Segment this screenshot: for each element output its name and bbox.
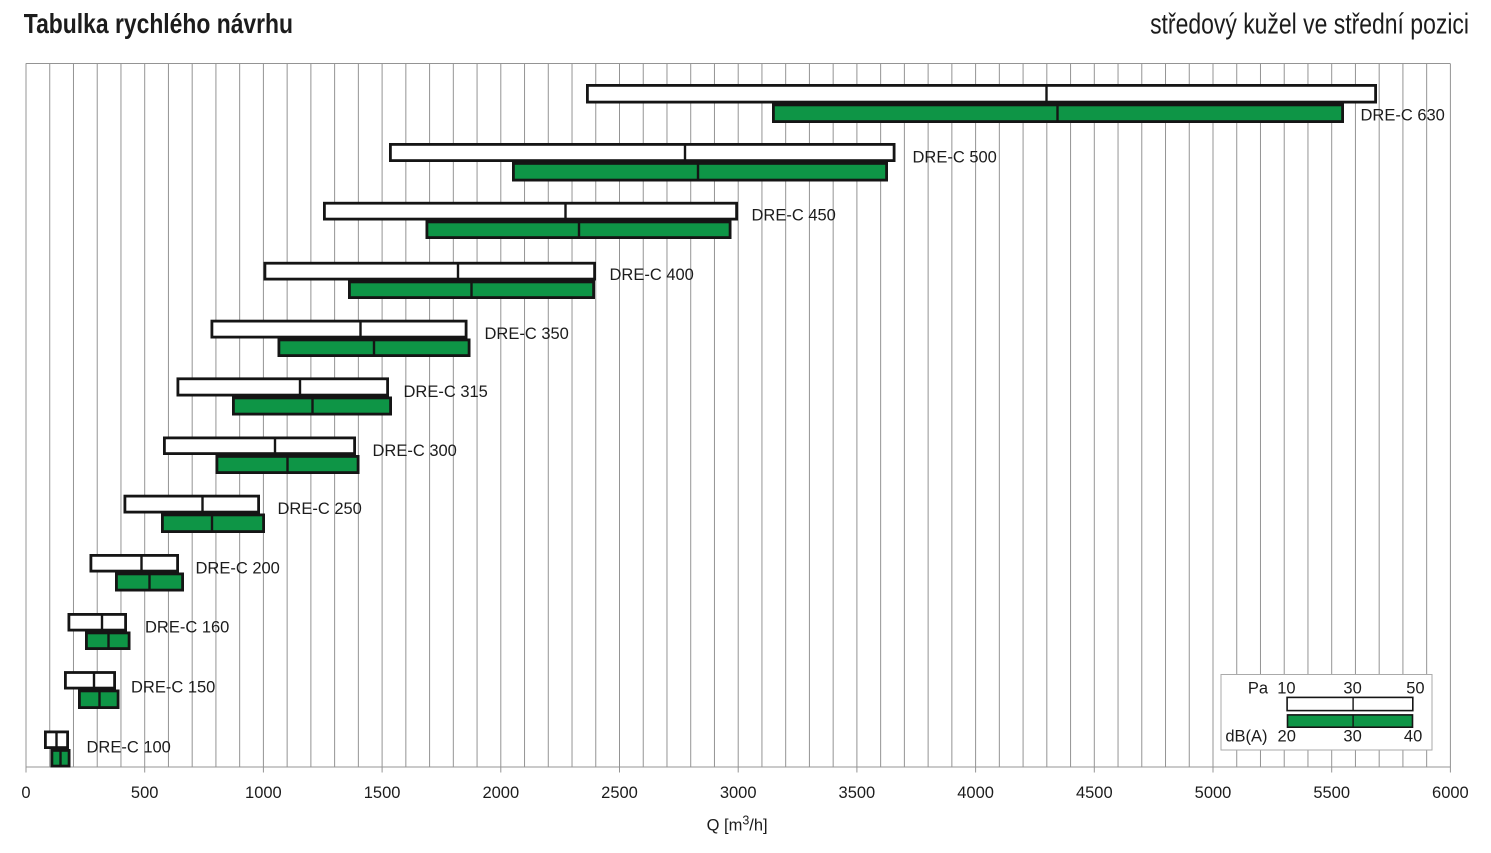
svg-text:20: 20 bbox=[1278, 728, 1296, 746]
svg-text:DRE-C 200: DRE-C 200 bbox=[196, 559, 280, 577]
svg-text:3000: 3000 bbox=[720, 784, 757, 802]
svg-text:1500: 1500 bbox=[364, 784, 401, 802]
svg-text:DRE-C 300: DRE-C 300 bbox=[373, 442, 457, 460]
svg-text:10: 10 bbox=[1277, 680, 1295, 698]
svg-text:DRE-C 150: DRE-C 150 bbox=[131, 679, 215, 697]
svg-text:50: 50 bbox=[1406, 680, 1424, 698]
svg-text:2000: 2000 bbox=[482, 784, 519, 802]
svg-text:3500: 3500 bbox=[839, 784, 876, 802]
svg-text:DRE-C 315: DRE-C 315 bbox=[404, 383, 488, 401]
svg-text:5500: 5500 bbox=[1313, 784, 1350, 802]
svg-text:Pa: Pa bbox=[1248, 680, 1269, 698]
svg-text:2500: 2500 bbox=[601, 784, 638, 802]
svg-text:4500: 4500 bbox=[1076, 784, 1113, 802]
svg-text:DRE-C 350: DRE-C 350 bbox=[485, 325, 569, 343]
svg-text:DRE-C 500: DRE-C 500 bbox=[913, 149, 997, 167]
svg-text:DRE-C 450: DRE-C 450 bbox=[752, 207, 836, 225]
svg-text:0: 0 bbox=[21, 784, 30, 802]
svg-text:dB(A): dB(A) bbox=[1225, 728, 1267, 746]
svg-text:30: 30 bbox=[1343, 680, 1361, 698]
svg-text:30: 30 bbox=[1343, 728, 1361, 746]
svg-text:DRE-C 400: DRE-C 400 bbox=[610, 266, 694, 284]
svg-text:500: 500 bbox=[131, 784, 159, 802]
svg-text:1000: 1000 bbox=[245, 784, 282, 802]
svg-text:5000: 5000 bbox=[1195, 784, 1232, 802]
svg-text:6000: 6000 bbox=[1432, 784, 1469, 802]
svg-text:4000: 4000 bbox=[957, 784, 994, 802]
svg-text:středový kužel ve střední pozi: středový kužel ve střední pozici bbox=[1150, 7, 1469, 40]
svg-text:40: 40 bbox=[1404, 728, 1422, 746]
svg-text:Q [m3/h]: Q [m3/h] bbox=[707, 813, 768, 834]
svg-text:Tabulka rychlého návrhu: Tabulka rychlého návrhu bbox=[24, 9, 293, 40]
svg-text:DRE-C 160: DRE-C 160 bbox=[145, 619, 229, 637]
svg-text:DRE-C 250: DRE-C 250 bbox=[278, 500, 362, 518]
svg-text:DRE-C 630: DRE-C 630 bbox=[1361, 106, 1445, 124]
svg-text:DRE-C 100: DRE-C 100 bbox=[87, 738, 171, 756]
